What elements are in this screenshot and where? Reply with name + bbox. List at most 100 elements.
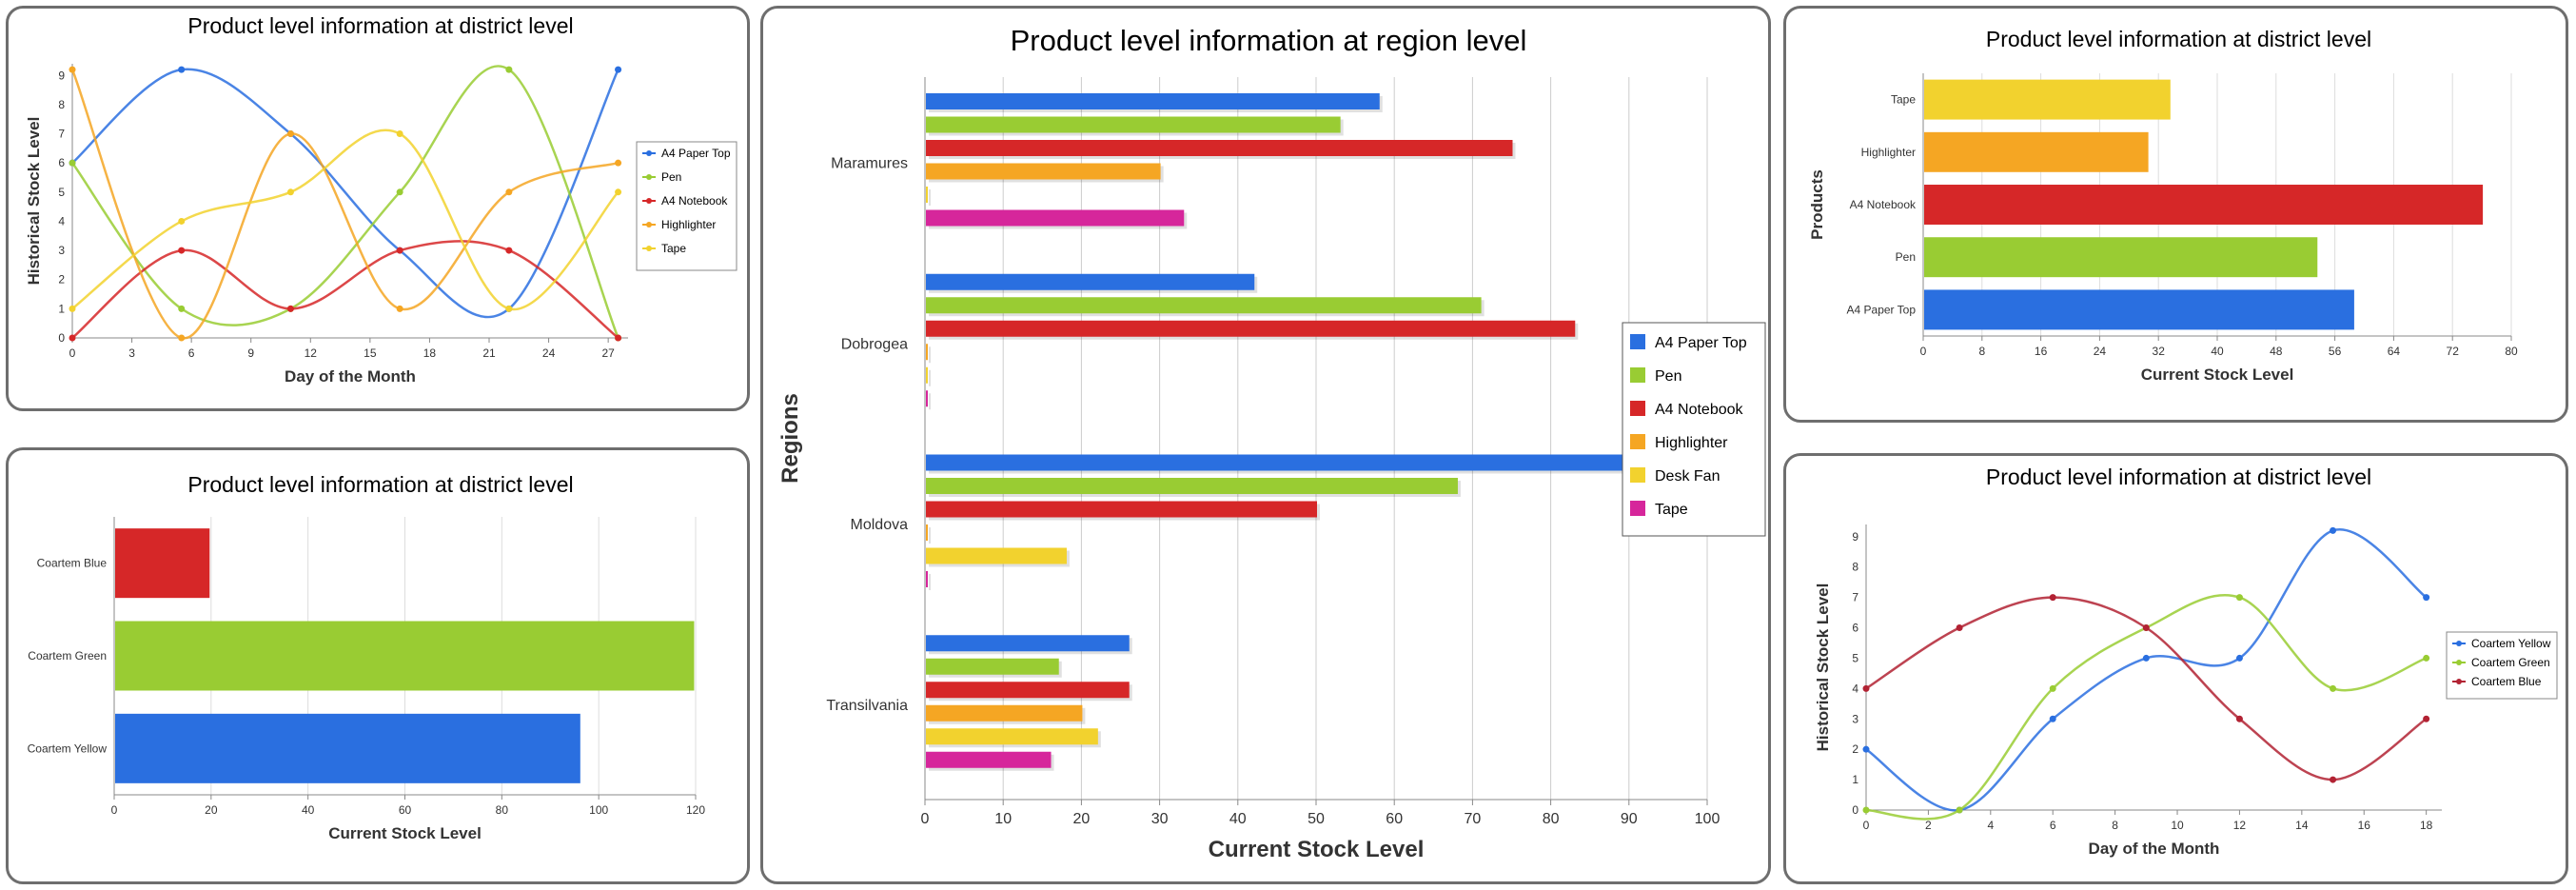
x-axis-title: Current Stock Level [2141, 366, 2294, 384]
data-point [396, 247, 403, 254]
bar [1924, 237, 2318, 278]
y-category-label: A4 Notebook [1850, 198, 1917, 211]
bar-shadow [929, 527, 931, 544]
x-tick-label: 56 [2329, 345, 2342, 358]
bar-shadow [929, 393, 931, 410]
data-point [2049, 594, 2056, 602]
y-tick-label: 0 [58, 331, 65, 345]
data-point [286, 130, 294, 138]
x-tick-label: 40 [302, 803, 315, 817]
bar [115, 713, 580, 783]
y-tick-label: 2 [1852, 742, 1858, 756]
y-tick-label: 7 [1852, 591, 1858, 604]
x-tick-label: 60 [399, 803, 412, 817]
x-tick-label: 10 [2171, 819, 2184, 832]
legend-label: A4 Notebook [1655, 402, 1744, 418]
bar [926, 501, 1317, 518]
x-axis-title: Current Stock Level [328, 824, 482, 842]
bar [926, 682, 1130, 699]
bar [926, 297, 1482, 314]
x-tick-label: 2 [1925, 819, 1932, 832]
legend-label: Pen [1655, 368, 1681, 385]
bar [926, 140, 1513, 156]
x-tick-label: 0 [111, 803, 118, 817]
x-tick-label: 3 [128, 346, 135, 360]
y-tick-label: 9 [58, 69, 65, 82]
x-tick-label: 21 [482, 346, 496, 360]
x-tick-label: 0 [921, 811, 930, 827]
legend-label: Tape [661, 242, 686, 255]
y-tick-label: 4 [1852, 682, 1858, 695]
data-point [2330, 684, 2337, 692]
x-tick-label: 12 [305, 346, 318, 360]
data-point [69, 334, 76, 342]
y-axis-title: Products [1808, 169, 1826, 240]
legend-label: A4 Notebook [661, 194, 728, 208]
x-axis-title: Current Stock Level [1209, 837, 1425, 862]
bar [1924, 131, 2149, 172]
x-tick-label: 24 [542, 346, 556, 360]
x-tick-label: 60 [1386, 811, 1403, 827]
data-point [615, 159, 622, 167]
bar [926, 478, 1458, 494]
data-point [2423, 594, 2430, 602]
chart-title: Product level information at region leve… [1011, 24, 1527, 57]
bar [926, 751, 1052, 768]
chart-svg: Product level information at district le… [1814, 465, 2558, 858]
bar [926, 163, 1161, 180]
chart-svg: Product level information at district le… [25, 13, 737, 386]
data-point [178, 247, 186, 254]
x-tick-label: 72 [2447, 345, 2460, 358]
y-tick-label: 7 [58, 128, 65, 141]
data-point [505, 305, 513, 312]
legend-label: A4 Paper Top [661, 147, 731, 160]
data-point [505, 247, 513, 254]
y-tick-label: 2 [58, 273, 65, 287]
series-line [1865, 528, 2428, 812]
legend-label: Highlighter [1655, 435, 1728, 451]
x-tick-label: 80 [1543, 811, 1560, 827]
data-point [178, 66, 186, 73]
data-point [505, 66, 513, 73]
legend-swatch [1630, 434, 1645, 449]
x-tick-label: 14 [2295, 819, 2309, 832]
legend-label: Desk Fan [1655, 468, 1720, 485]
x-tick-label: 80 [496, 803, 509, 817]
legend-marker [646, 198, 652, 204]
data-point [2330, 776, 2337, 783]
x-tick-label: 32 [2153, 345, 2166, 358]
series-line [71, 68, 619, 319]
x-tick-label: 30 [1151, 811, 1169, 827]
bar [926, 390, 928, 407]
data-point [286, 188, 294, 196]
bar [1924, 185, 2484, 225]
x-tick-label: 10 [994, 811, 1012, 827]
x-tick-label: 18 [2420, 819, 2433, 832]
x-tick-label: 100 [589, 803, 608, 817]
legend-marker [646, 222, 652, 227]
x-tick-label: 80 [2505, 345, 2518, 358]
legend-marker [2456, 641, 2462, 646]
data-point [396, 130, 403, 138]
legend-label: A4 Paper Top [1655, 335, 1747, 351]
data-point [396, 305, 403, 312]
chart-svg: Product level information at region leve… [777, 24, 1766, 862]
y-category-label: Transilvania [826, 698, 908, 714]
district-product-stock-chart: Product level information at district le… [1783, 6, 2568, 423]
data-point [2235, 594, 2243, 602]
x-tick-label: 64 [2388, 345, 2401, 358]
district-stock-history-chart: Product level information at district le… [6, 6, 750, 411]
data-point [2142, 624, 2150, 632]
bar [926, 93, 1380, 109]
bar [1924, 289, 2354, 330]
x-tick-label: 6 [2050, 819, 2056, 832]
x-tick-label: 20 [1073, 811, 1091, 827]
legend-marker [2456, 660, 2462, 665]
y-category-label: Dobrogea [841, 336, 908, 352]
x-tick-label: 16 [2035, 345, 2048, 358]
legend-label: Pen [661, 170, 681, 184]
data-point [69, 159, 76, 167]
x-tick-label: 70 [1465, 811, 1482, 827]
legend-label: Tape [1655, 502, 1688, 518]
x-tick-label: 100 [1695, 811, 1721, 827]
